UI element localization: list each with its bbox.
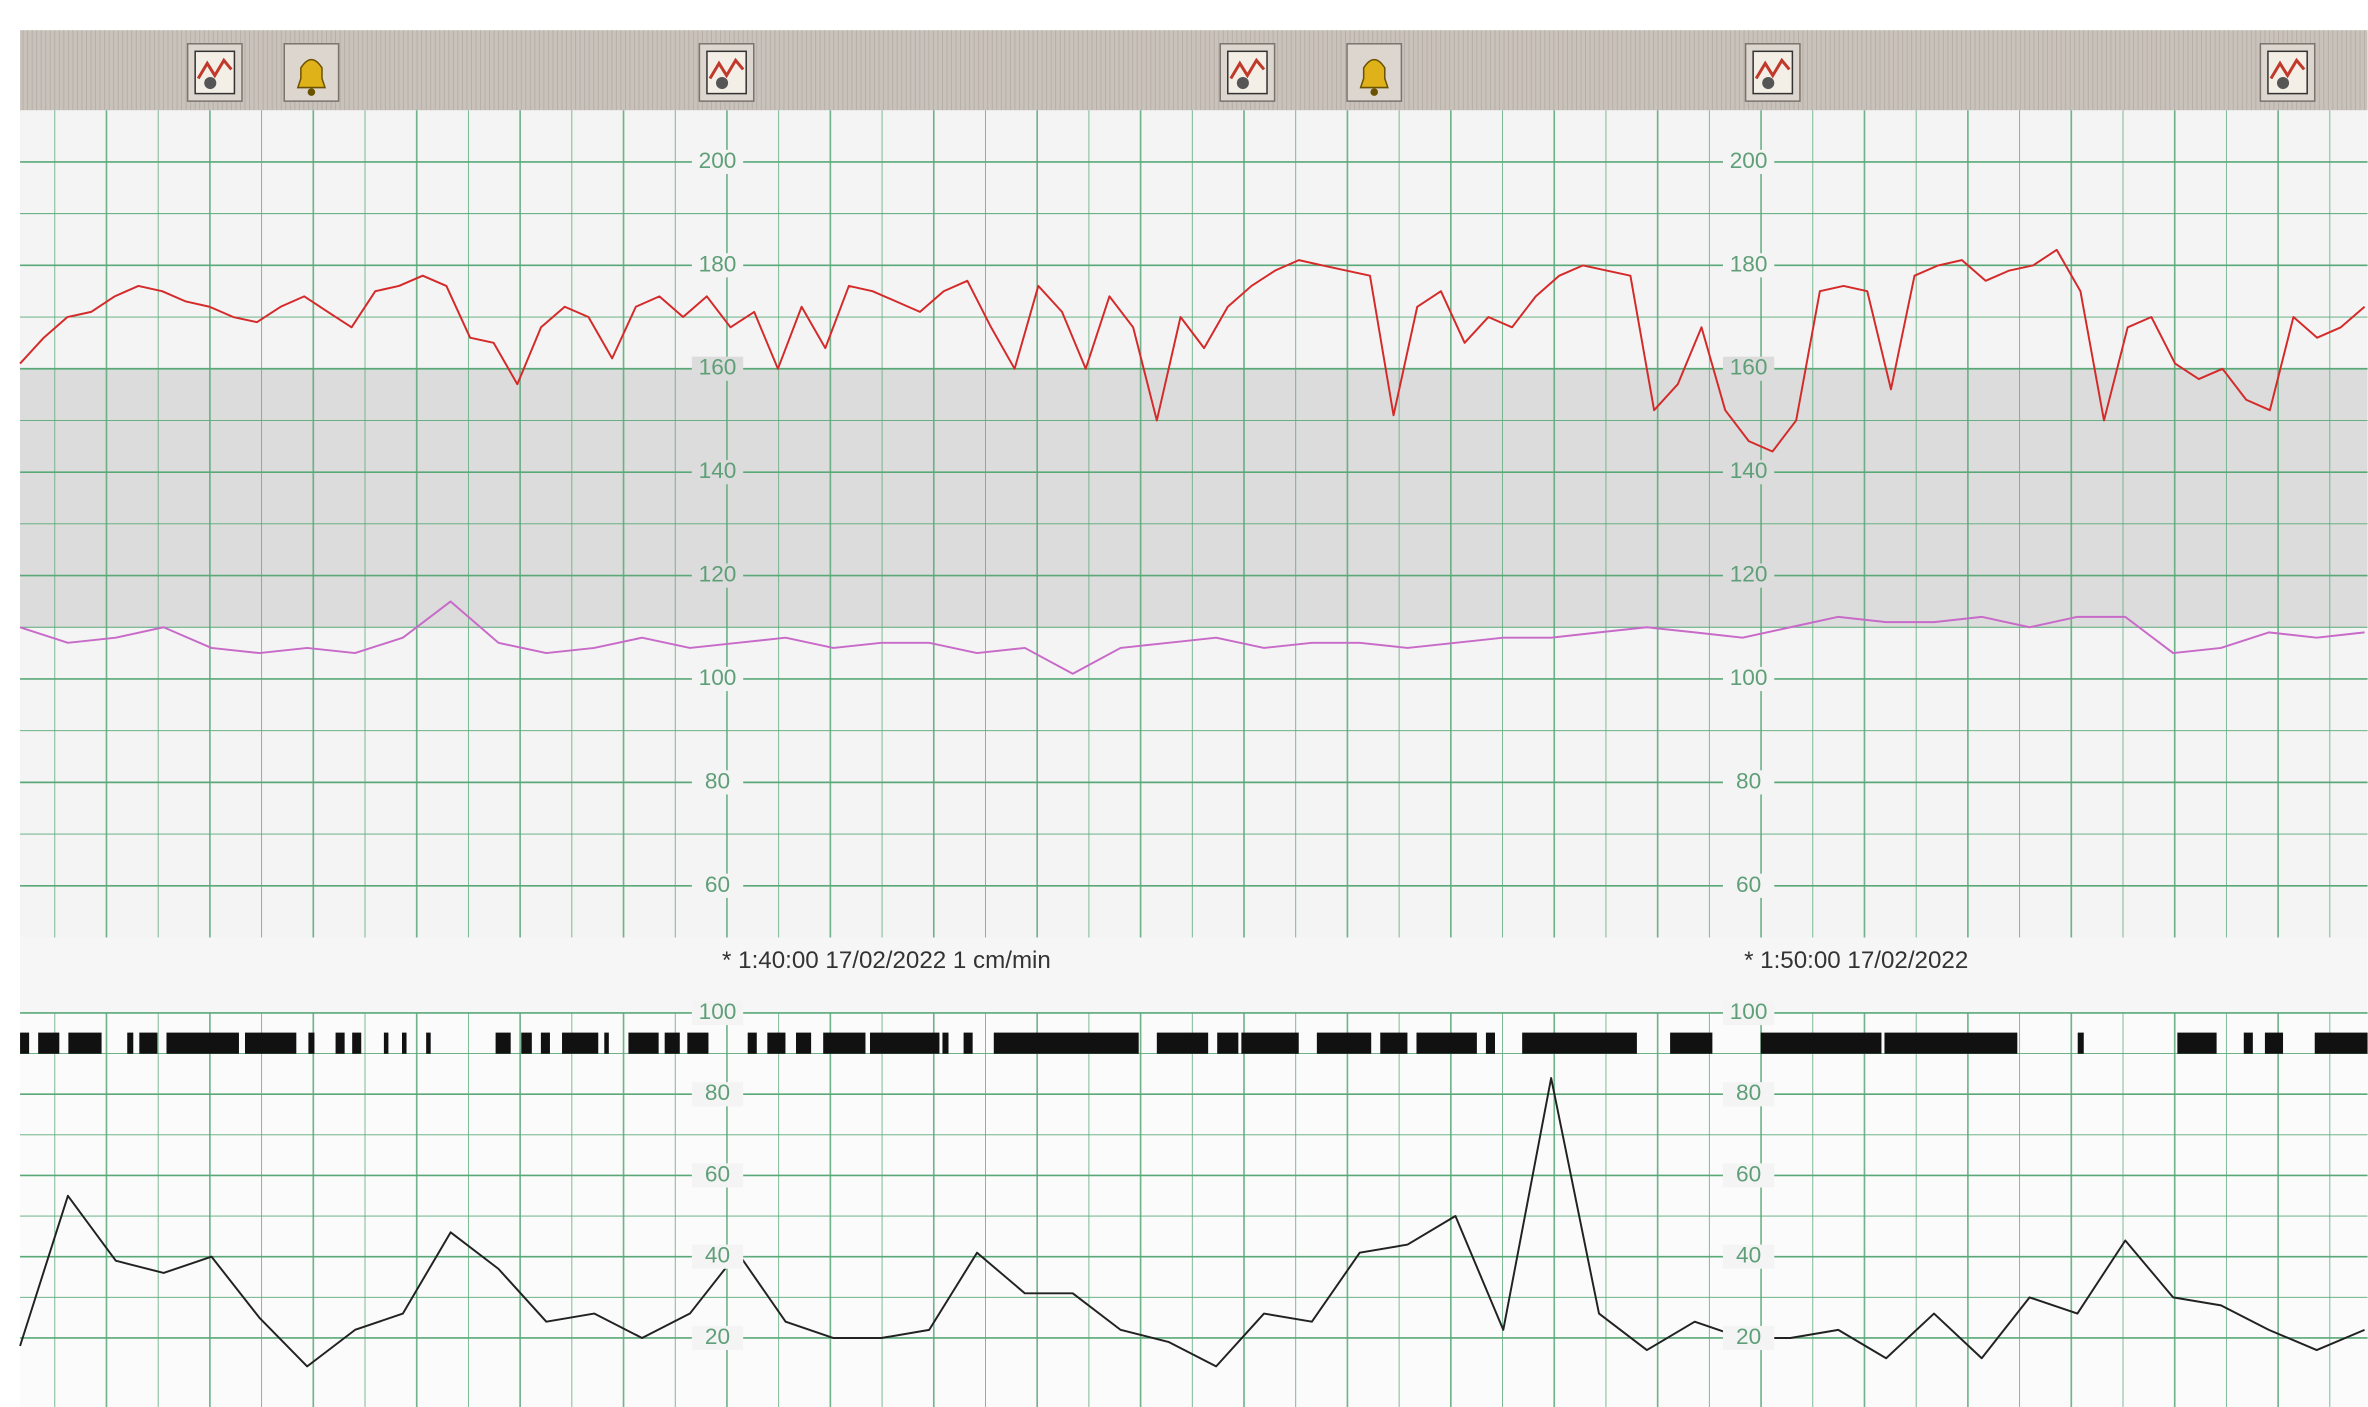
signal-bar	[127, 1033, 133, 1054]
time-strip	[20, 937, 2368, 1012]
icon-dot	[716, 77, 728, 89]
y-tick-label: 180	[1730, 251, 1768, 276]
page: 60 60 80 80 100 100 120 120 140 140 160 160 180 180 20…	[0, 0, 2368, 1407]
y-tick-label: 160	[1730, 355, 1768, 380]
signal-bar	[1486, 1033, 1495, 1054]
signal-bar	[942, 1033, 948, 1054]
y-tick-label: 80	[705, 768, 730, 793]
signal-bar	[1670, 1033, 1712, 1054]
signal-bar	[336, 1033, 345, 1054]
signal-bar	[687, 1033, 708, 1054]
y-tick-label: 160	[699, 355, 737, 380]
toolbar	[20, 30, 2368, 113]
signal-bar	[628, 1033, 658, 1054]
chart-icon-button[interactable]	[2260, 44, 2314, 101]
icon-dot	[1762, 77, 1774, 89]
alarm-button[interactable]	[1347, 44, 1401, 101]
signal-bar	[2177, 1033, 2216, 1054]
y-tick-label: 200	[699, 148, 737, 173]
chart-icon-button[interactable]	[1220, 44, 1274, 101]
chart-icon-button[interactable]	[699, 44, 753, 101]
y-tick-label: 60	[705, 872, 730, 897]
signal-bar	[2244, 1033, 2253, 1054]
signal-bar	[20, 1033, 29, 1054]
signal-bar	[748, 1033, 757, 1054]
y-tick-label: 100	[699, 665, 737, 690]
y-tick-label: 20	[705, 1324, 730, 1349]
signal-bar	[665, 1033, 680, 1054]
signal-bar	[1416, 1033, 1476, 1054]
signal-bar	[870, 1033, 939, 1054]
signal-bar	[1522, 1033, 1637, 1054]
icon-dot	[1237, 77, 1249, 89]
signal-bar	[1241, 1033, 1298, 1054]
y-tick-label: 60	[1736, 872, 1761, 897]
signal-bar	[521, 1033, 532, 1054]
y-tick-label: 140	[699, 458, 737, 483]
signal-bar	[166, 1033, 238, 1054]
signal-bar	[68, 1033, 101, 1054]
signal-bar	[38, 1033, 59, 1054]
signal-bar	[767, 1033, 785, 1054]
bell-clapper	[308, 88, 316, 96]
signal-bar	[402, 1033, 407, 1054]
ctg-screen: 60 60 80 80 100 100 120 120 140 140 160 160 180 180 20…	[0, 0, 2368, 1407]
signal-bar	[1317, 1033, 1371, 1054]
signal-bar	[2078, 1033, 2084, 1054]
y-tick-label: 120	[1730, 562, 1768, 587]
y-tick-label: 40	[1736, 1243, 1761, 1268]
panel-bg	[20, 1013, 2368, 1407]
signal-bar	[308, 1033, 314, 1054]
signal-bar	[1217, 1033, 1238, 1054]
signal-bar	[1761, 1033, 1882, 1054]
time-annotation: * 1:40:00 17/02/2022 1 cm/min	[722, 947, 1051, 974]
signal-bar	[426, 1033, 431, 1054]
bell-clapper	[1370, 88, 1378, 96]
y-tick-label: 80	[1736, 1080, 1761, 1105]
y-tick-label: 80	[705, 1080, 730, 1105]
signal-bar	[2315, 1033, 2368, 1054]
y-tick-label: 100	[699, 999, 737, 1024]
signal-bar	[2265, 1033, 2283, 1054]
chart-icon-button[interactable]	[188, 44, 242, 101]
signal-bar	[994, 1033, 1139, 1054]
signal-bar	[796, 1033, 811, 1054]
signal-bar	[496, 1033, 511, 1054]
normal-range-band	[20, 369, 2368, 628]
signal-bar	[245, 1033, 296, 1054]
y-tick-label: 140	[1730, 458, 1768, 483]
signal-bar	[1884, 1033, 2017, 1054]
y-tick-label: 180	[699, 251, 737, 276]
signal-bar	[1157, 1033, 1208, 1054]
y-tick-label: 60	[1736, 1161, 1761, 1186]
panels	[20, 110, 2368, 1407]
signal-bar	[604, 1033, 609, 1054]
signal-bar	[541, 1033, 550, 1054]
y-tick-label: 100	[1730, 999, 1768, 1024]
time-annotation: * 1:50:00 17/02/2022	[1744, 947, 1968, 974]
y-tick-label: 100	[1730, 665, 1768, 690]
y-tick-label: 200	[1730, 148, 1768, 173]
signal-bar	[964, 1033, 973, 1054]
signal-bar	[384, 1033, 389, 1054]
alarm-button[interactable]	[284, 44, 338, 101]
icon-dot	[2277, 77, 2289, 89]
signal-bar	[352, 1033, 361, 1054]
signal-bar	[823, 1033, 865, 1054]
y-tick-label: 60	[705, 1161, 730, 1186]
icon-dot	[204, 77, 216, 89]
y-tick-label: 20	[1736, 1324, 1761, 1349]
chart-icon-button[interactable]	[1746, 44, 1800, 101]
y-tick-label: 40	[705, 1243, 730, 1268]
signal-bar	[139, 1033, 157, 1054]
y-tick-label: 80	[1736, 768, 1761, 793]
y-tick-label: 120	[699, 562, 737, 587]
signal-bar	[1380, 1033, 1407, 1054]
signal-bar	[562, 1033, 598, 1054]
